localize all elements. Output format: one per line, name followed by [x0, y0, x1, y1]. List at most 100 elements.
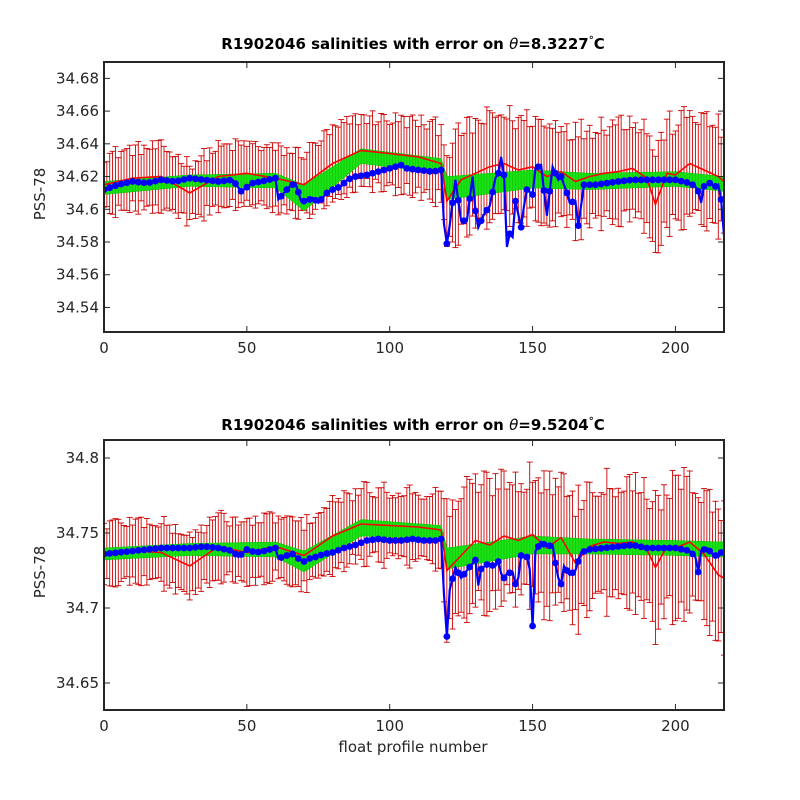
top-float-salinity-point	[597, 180, 605, 188]
top-float-salinity-point	[557, 173, 565, 180]
bottom-float-salinity-point	[523, 553, 531, 561]
bottom-x-tick-label: 0	[99, 717, 109, 735]
top-axes-box	[103, 61, 725, 333]
top-float-salinity-point	[489, 188, 496, 196]
top-float-salinity-point	[123, 179, 131, 187]
top-float-salinity-point	[323, 189, 331, 197]
bottom-float-salinity-point	[677, 545, 685, 553]
top-float-salinity-point	[192, 175, 199, 183]
top-float-salinity-point	[169, 177, 176, 185]
bottom-float-salinity-point	[106, 550, 114, 557]
top-float-salinity-point	[529, 191, 536, 198]
bottom-float-salinity-point	[574, 558, 582, 565]
bottom-float-salinity-point	[460, 570, 468, 578]
bottom-float-salinity-point	[214, 544, 222, 552]
top-float-salinity-point	[569, 198, 576, 206]
bottom-float-salinity-point	[580, 548, 588, 555]
top-float-salinity-point	[289, 181, 296, 189]
top-float-salinity-point	[454, 196, 462, 204]
top-float-salinity-point	[626, 176, 634, 184]
top-float-salinity-point	[134, 178, 142, 186]
top-float-salinity-point	[420, 167, 428, 175]
top-float-salinity-point	[300, 197, 308, 205]
top-float-salinity-point	[369, 169, 376, 177]
top-float-salinity-point	[437, 166, 445, 174]
bottom-float-salinity-point	[683, 547, 691, 554]
bottom-float-salinity-point	[186, 544, 194, 552]
top-y-tick-label: 34.54	[56, 298, 99, 316]
bottom-float-salinity-point	[540, 540, 548, 548]
bottom-float-salinity-point	[146, 545, 154, 553]
top-float-salinity-point	[380, 166, 388, 174]
bottom-float-salinity-point	[409, 535, 416, 543]
bottom-panel-title: R1902046 salinities with error on θ=9.52…	[221, 416, 604, 434]
top-y-tick-label: 34.6	[66, 200, 99, 218]
bottom-float-salinity-point	[483, 561, 491, 568]
top-float-salinity-point	[374, 168, 382, 176]
top-float-salinity-point	[243, 183, 251, 191]
bottom-float-salinity-point	[397, 537, 405, 544]
bottom-float-salinity-point	[369, 536, 376, 544]
top-float-salinity-point	[232, 180, 239, 188]
top-float-salinity-point	[363, 171, 371, 179]
top-float-salinity-point	[683, 179, 691, 186]
top-float-salinity-point	[432, 167, 439, 175]
bottom-float-salinity-point	[586, 546, 594, 553]
bottom-float-salinity-point	[569, 569, 576, 577]
bottom-float-salinity-point	[152, 545, 159, 552]
top-float-salinity-point	[329, 186, 336, 194]
bottom-float-salinity-point	[157, 544, 165, 552]
bottom-float-salinity-point	[169, 544, 176, 552]
bottom-float-salinity-point	[546, 542, 554, 550]
bottom-float-salinity-point	[494, 558, 502, 565]
bottom-float-salinity-point	[689, 550, 696, 558]
bottom-float-salinity-point	[260, 547, 268, 555]
top-float-salinity-point	[254, 178, 262, 186]
top-float-salinity-point	[129, 178, 136, 185]
bottom-float-salinity-point	[346, 543, 354, 550]
top-float-salinity-point	[180, 176, 188, 183]
top-float-salinity-point	[214, 178, 222, 185]
bottom-float-salinity-point	[666, 544, 674, 552]
bottom-float-salinity-point	[254, 548, 262, 556]
bottom-salinity-panel: R1902046 salinities with error on θ=9.52…	[31, 416, 725, 735]
top-salinity-panel: R1902046 salinities with error on θ=8.32…	[31, 35, 725, 357]
top-float-salinity-point	[409, 165, 416, 173]
top-float-salinity-point	[563, 189, 571, 197]
top-float-salinity-point	[146, 179, 154, 186]
top-float-salinity-point	[140, 179, 148, 187]
bottom-float-salinity-point	[649, 544, 656, 552]
bottom-float-salinity-point	[403, 536, 411, 544]
top-float-salinity-point	[494, 169, 502, 177]
bottom-float-salinity-point	[654, 544, 662, 552]
bottom-float-salinity-point	[426, 537, 434, 544]
bottom-y-tick-label: 34.7	[66, 599, 99, 617]
top-float-salinity-point	[609, 178, 616, 186]
bottom-float-salinity-point	[306, 555, 314, 562]
top-float-salinity-point	[260, 177, 268, 185]
top-float-salinity-point	[534, 163, 542, 171]
top-y-tick-label: 34.64	[56, 135, 99, 153]
bottom-x-tick-label: 100	[375, 717, 404, 735]
top-y-tick-label: 34.66	[56, 102, 99, 120]
top-x-tick-label: 200	[661, 339, 690, 357]
bottom-y-tick-label: 34.65	[56, 674, 99, 692]
bottom-float-salinity-point	[517, 552, 525, 559]
bottom-float-salinity-point	[317, 551, 325, 559]
bottom-float-salinity-point	[534, 543, 542, 550]
bottom-float-salinity-point	[163, 544, 171, 552]
x-axis-label: float profile number	[338, 738, 488, 756]
top-float-salinity-point	[249, 179, 256, 187]
bottom-float-salinity-point	[300, 558, 308, 565]
top-float-salinity-point	[592, 181, 599, 189]
top-float-salinity-point	[654, 176, 662, 184]
bottom-y-tick-label: 34.75	[56, 524, 99, 542]
bottom-float-salinity-point	[512, 580, 519, 588]
bottom-float-salinity-point	[614, 543, 622, 550]
bottom-float-salinity-point	[363, 537, 371, 544]
bottom-float-salinity-point	[294, 555, 302, 562]
bottom-float-salinity-point	[283, 552, 291, 559]
bottom-float-salinity-point	[140, 546, 148, 554]
top-y-tick-label: 34.56	[56, 266, 99, 284]
